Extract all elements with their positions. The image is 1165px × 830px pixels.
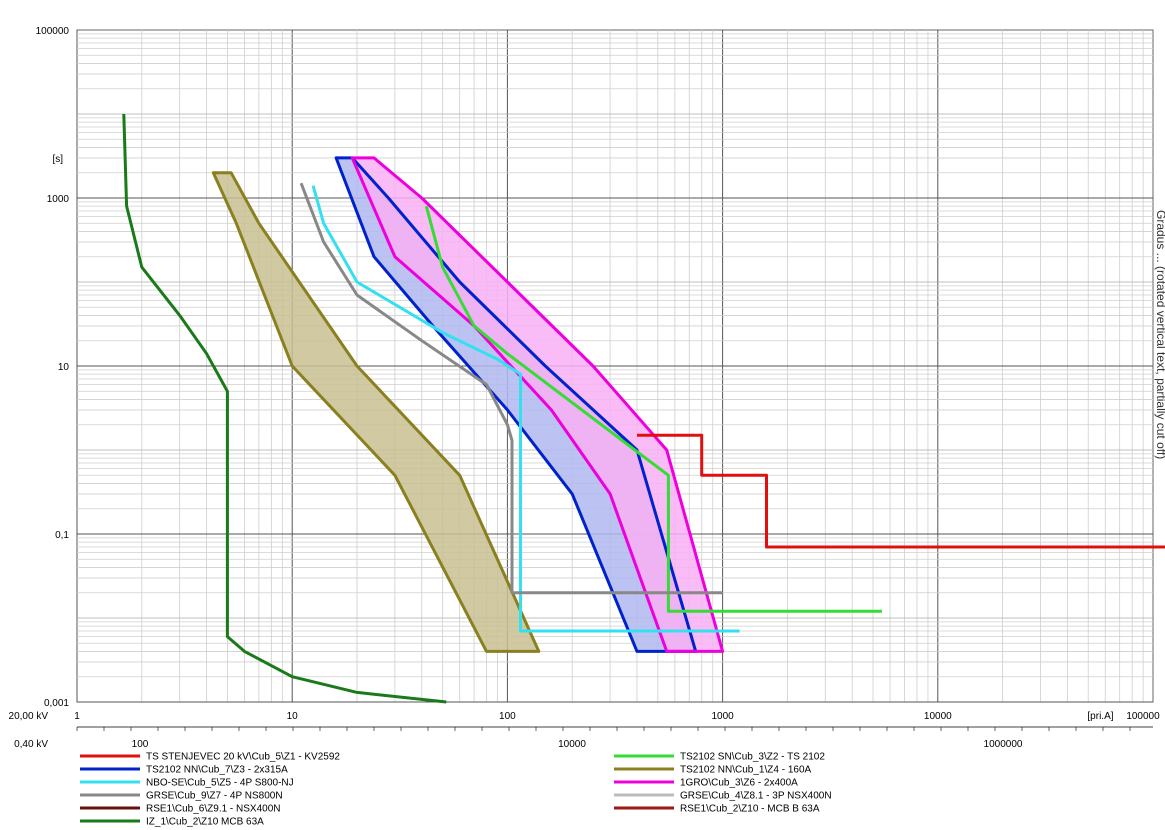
x-tick-label: 1000 — [711, 711, 734, 722]
legend: TS STENJEVEC 20 kV\Cub_5\Z1 - KV2592 TS21… — [80, 752, 832, 828]
series-band-outline — [211, 171, 541, 653]
x-tick-label: 100000 — [1126, 711, 1160, 722]
x-tick-label: 10000 — [924, 711, 952, 722]
legend-label: TS2102 SN\Cub_3\Z2 - TS 2102 — [680, 752, 825, 763]
y-tick-label: 100000 — [36, 26, 70, 37]
x-tick-label: 10 — [287, 711, 299, 722]
legend-label: IZ_1\Cub_2\Z10 MCB 63A — [146, 817, 264, 828]
y-unit-label: [s] — [52, 154, 63, 165]
voltage-axis-label: 20,00 kV — [9, 711, 49, 722]
legend-label: RSE1\Cub_2\Z10 - MCB B 63A — [680, 804, 820, 815]
band-fills — [213, 157, 723, 652]
voltage-axis-label: 0,40 kV — [14, 739, 48, 750]
legend-label: 1GRO\Cub_3\Z6 - 2x400A — [680, 778, 798, 789]
series-line — [424, 205, 882, 613]
legend-label: TS2102 NN\Cub_7\Z3 - 2x315A — [146, 765, 288, 776]
series-line — [637, 433, 1165, 549]
x-tick-label: 100 — [499, 711, 516, 722]
x-tick-label: 100 — [132, 739, 149, 750]
legend-label: TS STENJEVEC 20 kV\Cub_5\Z1 - KV2592 — [146, 752, 340, 763]
x-tick-label: 1000000 — [984, 739, 1023, 750]
y-tick-label: 10 — [58, 362, 70, 373]
x-tick-label: 10000 — [558, 739, 586, 750]
series-lines — [122, 113, 1165, 704]
series-band-fill — [352, 157, 723, 652]
y-tick-label: 0,001 — [44, 698, 69, 709]
legend-label: TS2102 NN\Cub_1\Z4 - 160A — [680, 765, 812, 776]
y-tick-label: 0,1 — [55, 530, 69, 541]
axes: 100000 1000 10 0,1 0,001 [s] 20,00 kV 1 10 100 100… — [9, 26, 1161, 750]
legend-label: NBO-SE\Cub_5\Z5 - 4P S800-NJ — [146, 778, 294, 789]
legend-label: RSE1\Cub_6\Z9.1 - NSX400N — [146, 804, 281, 815]
series-line — [299, 182, 723, 595]
x-tick-label: 1 — [74, 711, 80, 722]
series-line — [122, 113, 447, 704]
series-line — [311, 185, 740, 633]
y-tick-label: 1000 — [47, 194, 70, 205]
side-text: Gradus ... (rotated vertical text, parti… — [1154, 210, 1165, 459]
legend-label: GRSE\Cub_4\Z8.1 - 3P NSX400N — [680, 791, 832, 802]
series-band-fill — [213, 172, 539, 652]
x-unit-label: [pri.A] — [1087, 711, 1113, 722]
legend-label: GRSE\Cub_9\Z7 - 4P NS800N — [146, 791, 283, 802]
